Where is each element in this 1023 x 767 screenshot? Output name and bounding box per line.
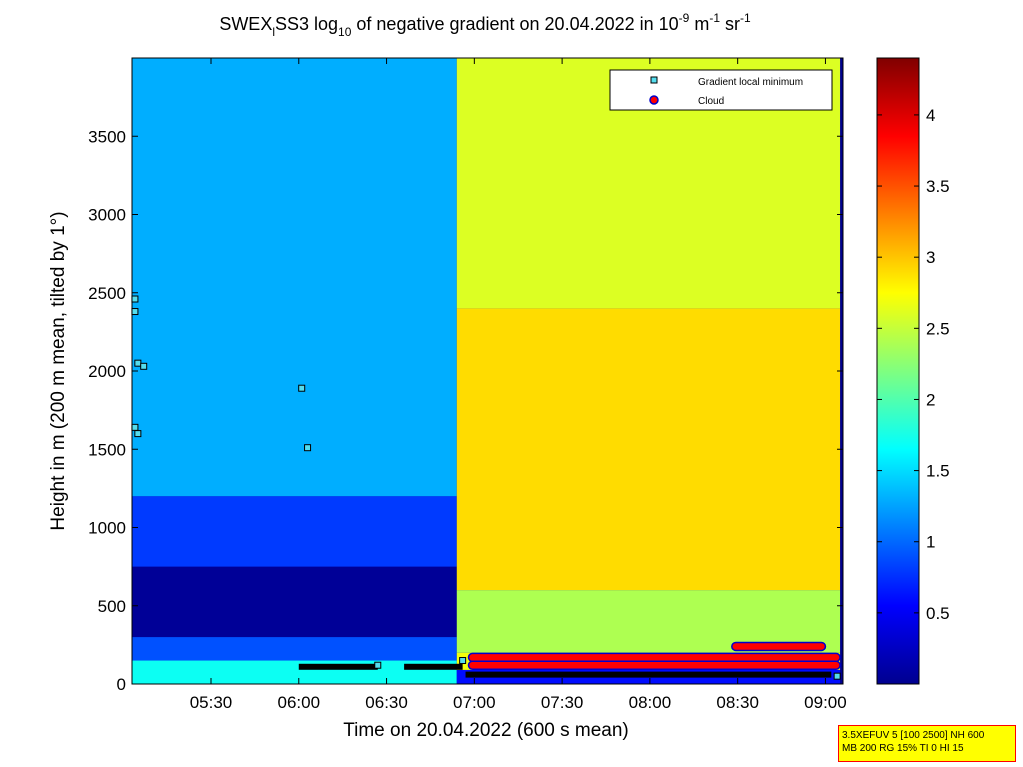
low-bar [404,663,463,670]
gradient-minimum-point [298,384,306,392]
colorbar-tick-label: 2 [926,390,935,409]
colorbar-tick-label: 3.5 [926,177,950,196]
legend-minimum-label: Gradient local minimum [698,77,803,88]
x-tick-label: 06:00 [278,693,321,712]
legend-box [609,69,833,111]
x-tick-label: 06:30 [365,693,408,712]
gradient-minimum-point [140,362,148,370]
x-tick-label: 05:30 [190,693,233,712]
x-tick-label: 07:00 [453,693,496,712]
y-tick-label: 2000 [88,362,126,381]
heatmap-region [132,637,457,661]
cloud-band [467,660,841,670]
gradient-minimum-point [374,661,382,669]
y-tick-label: 2500 [88,284,126,303]
settings-line-2: MB 200 RG 15% TI 0 HI 15 [842,743,964,754]
colorbar-gradient [876,57,920,685]
legend-cloud-label: Cloud [698,96,724,107]
legend-minimum-icon [650,76,658,84]
colorbar-tick-label: 4 [926,106,935,125]
y-tick-label: 0 [117,675,126,694]
heatmap-regions [132,58,841,684]
gradient-minimum-point [131,295,139,303]
heatmap-region [456,308,841,591]
settings-line-1: 3.5XEFUV 5 [100 2500] NH 600 [842,730,985,741]
y-axis-label: Height in m (200 m mean, tilted by 1°) [48,211,69,530]
x-tick-label: 08:00 [629,693,672,712]
y-tick-label: 3500 [88,127,126,146]
gradient-minimum-point [131,423,139,431]
low-bar [298,663,378,670]
colorbar: 0.5 1 1.5 2 2.5 3 3.5 4 [876,57,950,685]
gradient-minimum-point [833,672,841,680]
settings-box: 3.5XEFUV 5 [100 2500] NH 600 MB 200 RG 1… [838,725,1016,762]
colorbar-ticks: 0.5 1 1.5 2 2.5 3 3.5 4 [877,106,950,623]
low-bar [465,671,832,678]
x-tick-label: 07:30 [541,693,584,712]
legend: Gradient local minimum Cloud [609,69,833,111]
x-tick-label: 09:00 [804,693,847,712]
y-tick-label: 500 [98,597,126,616]
colorbar-tick-label: 1.5 [926,462,950,481]
low-bars [298,663,832,678]
cloud-markers [467,641,841,670]
y-tick-label: 1500 [88,440,126,459]
gradient-minimum-point [131,308,139,316]
x-axis-label: Time on 20.04.2022 (600 s mean) [343,720,629,741]
gradient-minimum-point [134,430,142,438]
chart-title: SWEXlSS3 log10 of negative gradient on 2… [219,11,751,39]
cloud-band [467,652,841,663]
colorbar-tick-label: 1 [926,533,935,552]
y-tick-label: 3000 [88,206,126,225]
gradient-minimum-point [304,444,312,452]
legend-cloud-icon [649,95,659,105]
colorbar-tick-label: 3 [926,248,935,267]
heatmap-region [132,58,457,497]
colorbar-tick-label: 2.5 [926,319,950,338]
heatmap-region [132,566,457,638]
x-tick-label: 08:30 [716,693,759,712]
heatmap-region [132,496,457,567]
y-axis-ticks: 0 500 1000 1500 2000 2500 3000 3500 [88,127,843,694]
x-axis-ticks: 05:30 06:00 06:30 07:00 07:30 08:00 08:30 09:00 [190,58,847,712]
y-tick-label: 1000 [88,519,126,538]
plot-area: 05:30 06:00 06:30 07:00 07:30 08:00 08:30 09:00… [88,57,847,712]
gradient-minimum-point [134,359,142,367]
gradient-minimum-point [459,657,467,665]
colorbar-tick-label: 0.5 [926,604,950,623]
cloud-band [731,641,827,652]
